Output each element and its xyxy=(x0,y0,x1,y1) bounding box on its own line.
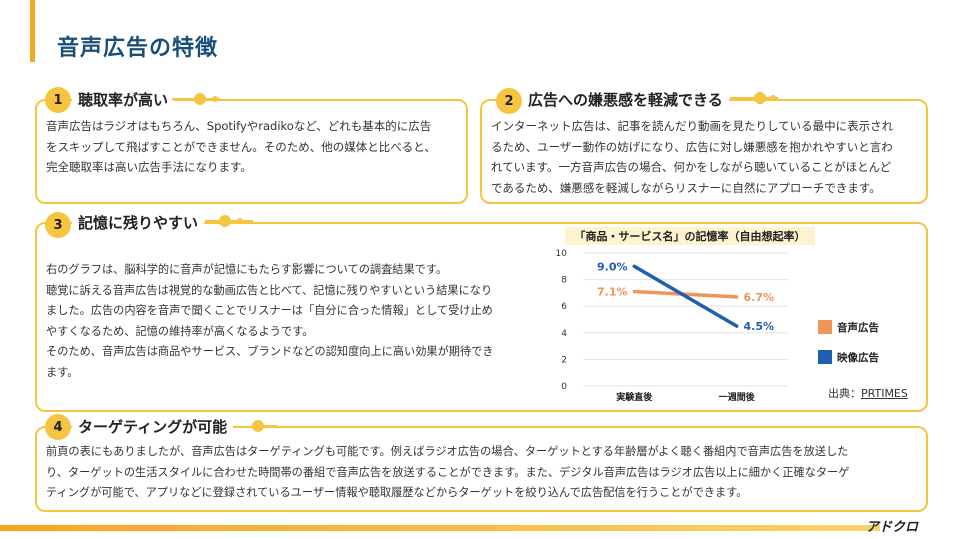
title-accent-bar xyxy=(30,0,35,62)
text-line: れています。一方音声広告の場合、何かをしながら聴いていることがほとんど xyxy=(491,160,892,174)
y-tick-label: 4 xyxy=(561,329,567,339)
source-link[interactable]: PRTIMES xyxy=(861,387,908,400)
feature-card-1: 音声広告はラジオはもちろん、Spotifyやradikoなど、どれも基本的に広告… xyxy=(35,99,468,204)
feature-card-2: インターネット広告は、記事を読んだり動画を見たりしている最中に表示され るため、… xyxy=(480,99,928,204)
feature-3-text: 右のグラフは、脳科学的に音声が記憶にもたらす影響についての調査結果です。 聴覚に… xyxy=(46,260,536,383)
feature-heading-1: 聴取率が高い xyxy=(72,89,175,110)
text-line: をスキップして飛ばすことができません。そのため、他の媒体と比べると、 xyxy=(46,139,436,154)
feature-2-text: インターネット広告は、記事を読んだり動画を見たりしている最中に表示され るため、… xyxy=(491,116,923,198)
source-label: 出典： xyxy=(828,387,861,400)
text-line: り、ターゲットの生活スタイルに合わせた時間帯の番組で音声広告を放送することができ… xyxy=(46,465,850,479)
x-tick-label: 一週間後 xyxy=(719,391,756,403)
footer-bar xyxy=(0,525,880,531)
text-line: 完全聴取率は高い広告手法になります。 xyxy=(46,160,252,174)
heading-decoration xyxy=(205,215,255,227)
text-line: 右のグラフは、脳科学的に音声が記憶にもたらす影響についての調査結果です。 xyxy=(46,263,448,276)
heading-decoration xyxy=(172,93,222,105)
feature-card-4: 前頁の表にもありましたが、音声広告はターゲティングも可能です。例えばラジオ広告の… xyxy=(35,426,928,512)
legend-label: 音声広告 xyxy=(837,321,879,334)
y-tick-label: 10 xyxy=(556,249,568,259)
memory-rate-line-chart: 0 2 4 6 8 10 実験直後 一週間後 7.1% 6.7% 音声広告 9.0% 4.5% 映像広告 xyxy=(556,249,880,403)
text-line: 前頁の表にもありましたが、音声広告はターゲティングも可能です。例えばラジオ広告の… xyxy=(46,445,849,458)
feature-1-text: 音声広告はラジオはもちろん、Spotifyやradikoなど、どれも基本的に広告… xyxy=(46,116,461,178)
page-title: 音声広告の特徴 xyxy=(57,36,219,61)
text-line: インターネット広告は、記事を読んだり動画を見たりしている最中に表示され xyxy=(491,119,894,133)
y-tick-label: 2 xyxy=(561,355,567,365)
text-line: であるため、嫌悪感を軽減しながらリスナーに自然にアプローチできます。 xyxy=(491,180,881,195)
y-tick-label: 0 xyxy=(561,382,567,392)
feature-4-text: 前頁の表にもありましたが、音声広告はターゲティングも可能です。例えばラジオ広告の… xyxy=(46,442,926,504)
feature-number-2: 2 xyxy=(496,88,522,114)
data-label: 7.1% xyxy=(597,286,628,299)
text-line: 音声広告はラジオはもちろん、Spotifyやradikoなど、どれも基本的に広告 xyxy=(46,119,432,133)
x-tick-label: 実験直後 xyxy=(616,391,653,403)
text-line: 聴覚に訴える音声広告は視覚的な動画広告と比べて、記憶に残りやすいという結果になり xyxy=(46,283,493,297)
legend-swatch xyxy=(818,350,832,364)
text-line: やすくなるため、記憶の維持率が高くなるようです。 xyxy=(46,324,314,338)
data-label: 4.5% xyxy=(743,320,774,333)
feature-card-3: 右のグラフは、脳科学的に音声が記憶にもたらす影響についての調査結果です。 聴覚に… xyxy=(35,222,928,412)
text-line: ます。 xyxy=(46,365,79,379)
text-line: ました。広告の内容を音声で聞くことでリスナーは「自分に合った情報」として受け止め xyxy=(46,304,493,317)
feature-heading-2: 広告への嫌悪感を軽減できる xyxy=(522,89,729,110)
data-label: 9.0% xyxy=(597,260,628,273)
legend-swatch xyxy=(818,320,832,334)
text-line: そのため、音声広告は商品やサービス、ブランドなどの認知度向上に高い効果が期待でき xyxy=(46,345,494,358)
text-line: るため、ユーザー動作の妨げになり、広告に対し嫌悪感を抱かれやすいと言わ xyxy=(491,139,893,154)
feature-heading-4: ターゲティングが可能 xyxy=(72,416,234,437)
chart-title: 「商品・サービス名」の記憶率（自由想起率） xyxy=(565,227,815,245)
brand-logo-text: アドクロ xyxy=(866,520,919,535)
feature-heading-3: 記憶に残りやすい xyxy=(72,212,205,233)
feature-number-1: 1 xyxy=(45,87,71,113)
brand-logo: アドクロ xyxy=(866,516,918,535)
feature-number-3: 3 xyxy=(45,212,71,238)
feature-number-4: 4 xyxy=(45,414,71,440)
data-label: 6.7% xyxy=(743,291,774,304)
y-tick-label: 8 xyxy=(561,276,567,286)
heading-decoration xyxy=(730,92,780,104)
text-line: ティングが可能で、アプリなどに登録されているユーザー情報や聴取履歴などからターゲ… xyxy=(46,486,748,499)
heading-decoration xyxy=(252,420,282,432)
legend-label: 映像広告 xyxy=(837,351,879,364)
source-citation: 出典：PRTIMES xyxy=(828,385,908,401)
y-tick-label: 6 xyxy=(561,302,567,312)
series-line-1 xyxy=(632,264,739,328)
